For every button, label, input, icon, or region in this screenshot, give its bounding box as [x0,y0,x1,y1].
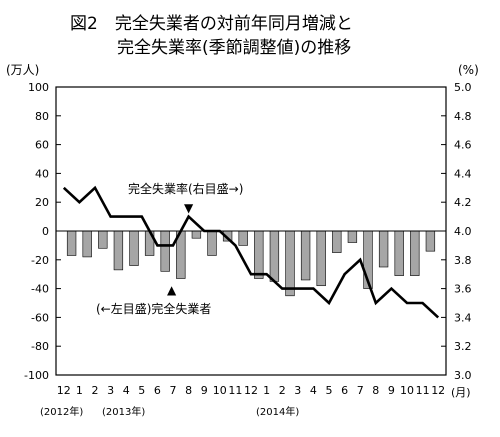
rate-annotation: 完全失業率(右目盛→) [128,181,243,196]
x-tick-label: 2 [279,384,286,397]
bar-22 [410,230,420,276]
line-series-group [62,185,440,319]
left-tick-label: 20 [35,196,49,209]
year-label-2012: (2012年) [40,405,83,418]
bar-1 [82,230,92,258]
bar-17 [332,230,342,253]
year-label-2014: (2014年) [256,405,299,418]
chart-title-line-1: 図2 完全失業者の対前年同月増減と [70,14,353,34]
left-tick-label: 0 [42,225,49,238]
rate-line [62,185,440,319]
right-tick-label: 4.8 [454,110,472,123]
x-tick-label: 1 [76,384,83,397]
right-axis-unit: (%) [458,63,479,77]
x-tick-label: 8 [372,384,379,397]
bar-0 [66,230,77,256]
year-label-2013: (2013年) [102,405,145,418]
x-tick-label: 11 [228,384,242,397]
bar-21 [394,230,404,276]
bar-16 [316,230,326,287]
left-ticks-group: 100 80 60 40 20 0 -20 -40 -60 -80 -100 [24,81,61,382]
bar-20 [378,230,389,268]
x-ticks-group: 12 1 2 3 4 5 6 7 8 9 10 11 12 1 2 3 4 5 6 7 8 9 10 11 12 [57,384,445,397]
bar-4 [129,230,139,266]
right-tick-label: 3.6 [454,283,472,296]
left-tick-label: -80 [31,340,49,353]
x-tick-label: 7 [357,384,364,397]
left-tick-label: -60 [31,311,49,324]
bar-14 [285,230,295,297]
x-tick-label: 3 [107,384,114,397]
x-tick-label: 4 [123,384,130,397]
x-tick-label: 10 [213,384,227,397]
right-tick-label: 4.4 [454,167,472,180]
bar-2 [98,230,108,249]
bar-13 [269,230,280,282]
bar-15 [300,230,311,281]
x-axis-unit: (月) [451,386,471,399]
bar-6 [160,230,170,272]
right-tick-label: 4.0 [454,225,472,238]
x-tick-label: 9 [388,384,395,397]
left-tick-label: -20 [31,254,49,267]
right-tick-label: 4.6 [454,139,472,152]
x-tick-label: 8 [185,384,192,397]
right-tick-label: 3.8 [454,254,472,267]
x-tick-label: 2 [92,384,99,397]
x-tick-label: 6 [154,384,161,397]
left-tick-label: 100 [28,81,49,94]
x-tick-label: 10 [400,384,414,397]
right-tick-label: 3.2 [454,340,472,353]
x-tick-label: 1 [263,384,270,397]
x-tick-label: 12 [57,384,71,397]
x-tick-label: 5 [138,384,145,397]
x-tick-label: 4 [310,384,317,397]
bar-9 [207,230,217,256]
x-tick-label: 11 [416,384,430,397]
bar-11 [238,230,248,246]
bar-23 [425,230,436,252]
bar-8 [191,230,202,239]
right-tick-label: 3.4 [454,311,472,324]
left-tick-label: -40 [31,283,49,296]
x-tick-label: 3 [294,384,301,397]
plot-frame-group [55,86,447,376]
x-tick-label: 5 [326,384,333,397]
right-ticks-group: 5.0 4.8 4.6 4.4 4.2 4.0 3.8 3.6 3.4 3.2 3.0 [441,81,472,382]
bar-series-group [66,230,436,297]
unemployed-marker: ▲ [167,283,177,297]
x-tick-label: 9 [201,384,208,397]
x-tick-label: 12 [244,384,258,397]
left-tick-label: 40 [35,167,49,180]
x-tick-label: 12 [431,384,445,397]
right-tick-label: 4.2 [454,196,472,209]
bar-18 [347,230,358,243]
right-tick-label: 5.0 [454,81,472,94]
right-tick-label: 3.0 [454,369,472,382]
chart-title-line-2: 完全失業率(季節調整値)の推移 [117,38,351,58]
x-tick-label: 6 [341,384,348,397]
rate-marker: ▼ [184,201,194,215]
x-tick-label: 7 [170,384,177,397]
bar-3 [113,230,124,271]
left-tick-label: 80 [35,110,49,123]
left-tick-label: 60 [35,139,49,152]
left-axis-unit: (万人) [6,63,39,77]
bar-12 [254,230,264,279]
unemployed-annotation: (←左目盛)完全失業者 [96,301,211,316]
left-tick-label: -100 [24,369,49,382]
